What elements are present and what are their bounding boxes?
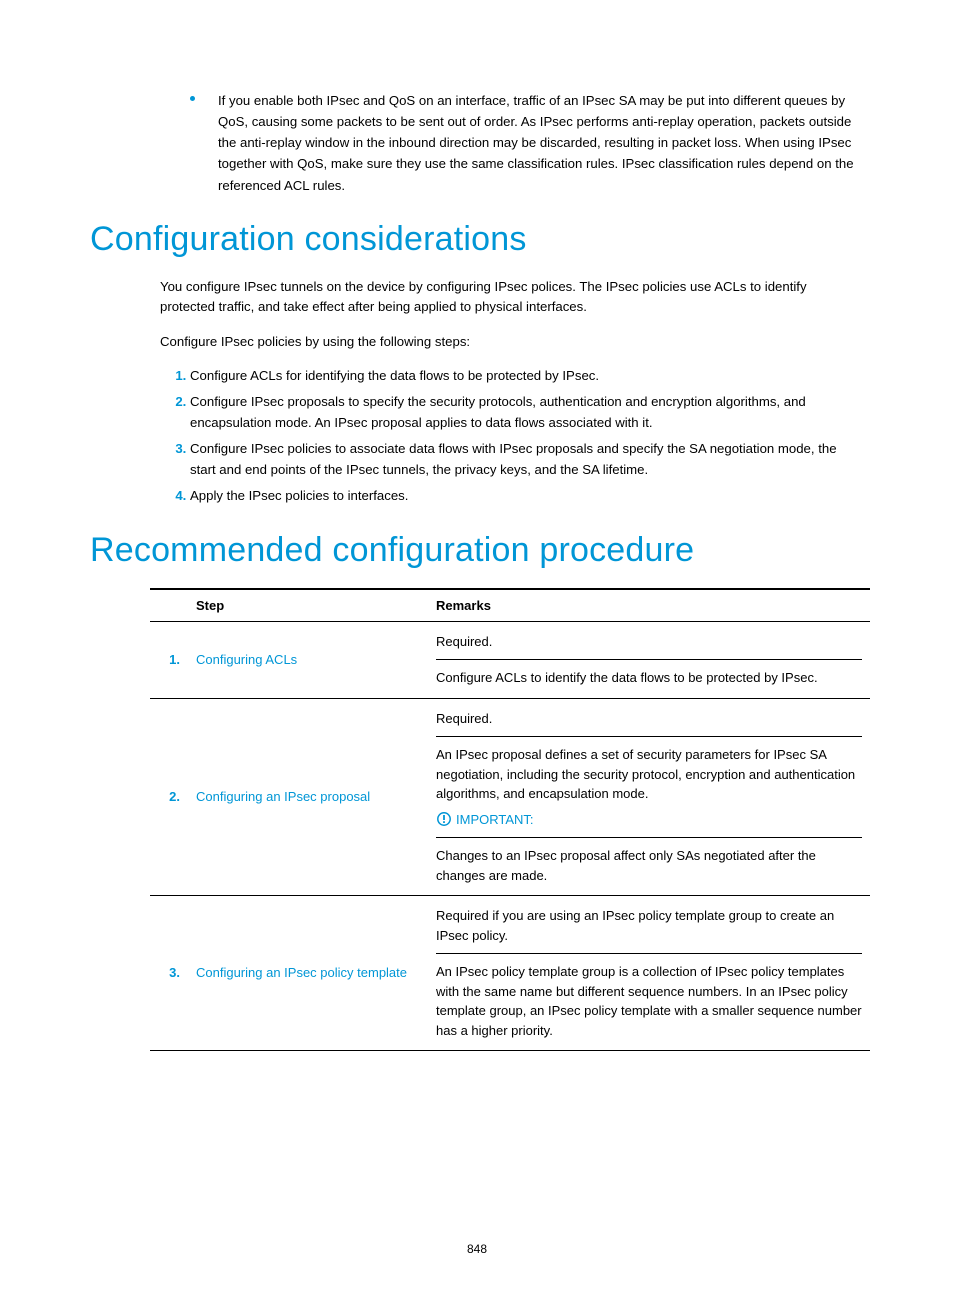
important-label: IMPORTANT: xyxy=(456,810,534,830)
section-heading-recommended-procedure: Recommended configuration procedure xyxy=(90,531,864,570)
row-step-link[interactable]: Configuring an IPsec proposal xyxy=(190,698,430,896)
config-step-2: Configure IPsec proposals to specify the… xyxy=(190,392,864,433)
remarks-line: An IPsec proposal defines a set of secur… xyxy=(436,745,862,804)
remarks-divider xyxy=(436,736,862,737)
table-header-row: Step Remarks xyxy=(150,589,870,622)
table-row: 2. Configuring an IPsec proposal Require… xyxy=(150,698,870,896)
config-step-3: Configure IPsec policies to associate da… xyxy=(190,439,864,480)
configuration-steps-list: Configure ACLs for identifying the data … xyxy=(160,366,864,507)
row-step-link[interactable]: Configuring an IPsec policy template xyxy=(190,896,430,1051)
remarks-required: Required. xyxy=(436,632,862,652)
page-container: If you enable both IPsec and QoS on an i… xyxy=(0,0,954,1296)
table-row: 1. Configuring ACLs Required. Configure … xyxy=(150,621,870,698)
important-icon xyxy=(436,811,452,827)
remarks-divider xyxy=(436,659,862,660)
row-number: 3. xyxy=(150,896,190,1051)
page-number: 848 xyxy=(0,1242,954,1256)
row-remarks: Required. Configure ACLs to identify the… xyxy=(430,621,870,698)
remarks-line: An IPsec policy template group is a coll… xyxy=(436,962,862,1040)
bullet-dot-icon xyxy=(190,96,195,101)
remarks-line: Required if you are using an IPsec polic… xyxy=(436,906,862,945)
table-header-step: Step xyxy=(190,589,430,622)
remarks-line: Changes to an IPsec proposal affect only… xyxy=(436,846,862,885)
section1-paragraph-2: Configure IPsec policies by using the fo… xyxy=(160,332,864,352)
row-number: 2. xyxy=(150,698,190,896)
row-remarks: Required. An IPsec proposal defines a se… xyxy=(430,698,870,896)
section-heading-configuration-considerations: Configuration considerations xyxy=(90,220,864,259)
row-step-link[interactable]: Configuring ACLs xyxy=(190,621,430,698)
table-row: 3. Configuring an IPsec policy template … xyxy=(150,896,870,1051)
row-remarks: Required if you are using an IPsec polic… xyxy=(430,896,870,1051)
config-step-1: Configure ACLs for identifying the data … xyxy=(190,366,864,386)
row-number: 1. xyxy=(150,621,190,698)
intro-bullet-text: If you enable both IPsec and QoS on an i… xyxy=(218,93,854,193)
remarks-divider xyxy=(436,837,862,838)
table-header-remarks: Remarks xyxy=(430,589,870,622)
remarks-divider xyxy=(436,953,862,954)
important-callout: IMPORTANT: xyxy=(436,810,862,830)
remarks-line: Configure ACLs to identify the data flow… xyxy=(436,668,862,688)
procedure-table: Step Remarks 1. Configuring ACLs Require… xyxy=(150,588,870,1052)
config-step-4: Apply the IPsec policies to interfaces. xyxy=(190,486,864,506)
intro-bullet-list: If you enable both IPsec and QoS on an i… xyxy=(90,90,864,196)
intro-bullet-item: If you enable both IPsec and QoS on an i… xyxy=(190,90,864,196)
section1-paragraph-1: You configure IPsec tunnels on the devic… xyxy=(160,277,864,318)
table-header-step-num xyxy=(150,589,190,622)
remarks-required: Required. xyxy=(436,709,862,729)
